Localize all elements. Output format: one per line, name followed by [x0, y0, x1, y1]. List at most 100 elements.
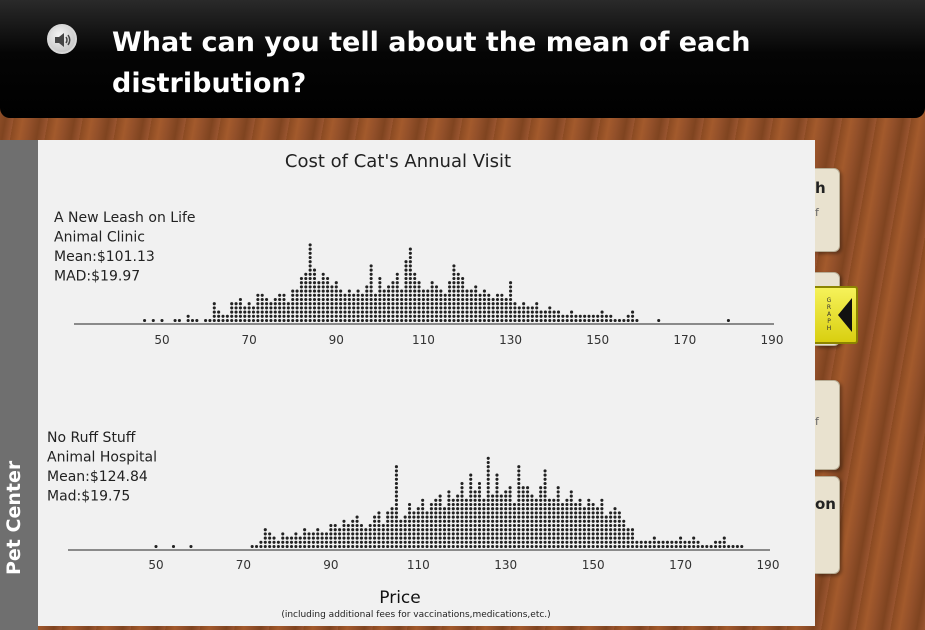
data-dot — [234, 314, 238, 318]
data-dot — [434, 511, 438, 515]
data-dot — [434, 519, 438, 523]
data-dot — [578, 502, 582, 507]
data-dot — [469, 477, 473, 481]
speaker-icon[interactable] — [47, 24, 77, 54]
data-dot — [438, 498, 442, 502]
data-dot — [487, 293, 491, 297]
data-dot — [347, 297, 351, 302]
data-dot — [517, 490, 521, 494]
data-dot — [491, 318, 495, 323]
data-dot — [626, 318, 630, 323]
data-dot — [574, 540, 578, 544]
side-tab-4[interactable]: on — [815, 476, 840, 574]
data-dot — [395, 276, 399, 281]
data-dot — [521, 515, 525, 519]
data-dot — [395, 293, 399, 297]
data-dot — [263, 528, 267, 532]
data-dot — [347, 314, 351, 318]
data-dot — [412, 523, 416, 528]
data-dot — [317, 293, 321, 297]
data-dot — [425, 523, 429, 528]
data-dot — [382, 314, 386, 318]
data-dot — [390, 523, 394, 528]
data-dot — [387, 297, 391, 302]
data-dot — [465, 302, 469, 306]
data-dot — [443, 318, 447, 323]
data-dot — [535, 306, 539, 310]
data-dot — [343, 306, 347, 310]
data-dot — [535, 314, 539, 318]
data-dot — [652, 540, 656, 544]
data-dot — [308, 318, 312, 323]
side-tab-1[interactable]: h f — [815, 168, 840, 252]
data-dot — [413, 276, 417, 281]
data-dot — [517, 502, 521, 507]
data-dot — [591, 314, 595, 318]
data-dot — [477, 532, 482, 536]
data-dot — [552, 310, 556, 314]
data-dot — [504, 507, 508, 511]
tick-label: 170 — [669, 558, 692, 572]
data-dot — [456, 507, 460, 511]
data-dot — [477, 494, 482, 498]
data-dot — [547, 515, 551, 519]
data-dot — [600, 318, 604, 323]
data-dot — [526, 511, 530, 515]
side-tab-3[interactable]: f — [815, 380, 840, 470]
data-dot — [477, 519, 482, 523]
data-dot — [456, 310, 460, 314]
data-dot — [360, 297, 364, 302]
data-dot — [316, 528, 320, 532]
data-dot — [339, 318, 343, 323]
data-dot — [273, 310, 277, 314]
data-dot — [265, 318, 269, 323]
data-dot — [560, 515, 565, 519]
data-dot — [408, 314, 412, 318]
series-stat-label: No Ruff Stuff — [47, 430, 136, 446]
data-dot — [448, 293, 452, 297]
data-dot — [382, 306, 386, 310]
data-dot — [622, 318, 626, 323]
data-dot — [587, 519, 591, 523]
data-dot — [430, 293, 434, 297]
data-dot — [412, 536, 416, 540]
data-dot — [404, 293, 408, 297]
data-dot — [604, 515, 608, 519]
data-dot — [583, 318, 587, 323]
data-dot — [394, 469, 398, 473]
data-dot — [442, 544, 447, 549]
data-dot — [425, 511, 429, 515]
data-dot — [378, 310, 382, 314]
data-dot — [413, 285, 417, 289]
data-dot — [407, 544, 412, 549]
data-dot — [390, 540, 394, 544]
data-dot — [613, 511, 617, 515]
data-dot — [582, 540, 586, 544]
data-dot — [683, 544, 687, 549]
data-dot — [582, 532, 586, 536]
data-dot — [339, 293, 343, 297]
data-dot — [278, 318, 282, 323]
data-dot — [304, 285, 308, 289]
data-dot — [338, 532, 342, 536]
data-dot — [722, 536, 726, 540]
data-dot — [294, 536, 298, 540]
data-dot — [504, 544, 508, 549]
data-dot — [434, 310, 439, 314]
data-dot — [429, 515, 433, 519]
data-dot — [394, 465, 398, 469]
data-dot — [709, 544, 713, 549]
data-dot — [434, 544, 438, 549]
data-dot — [407, 515, 412, 519]
data-dot — [447, 498, 451, 502]
data-dot — [522, 318, 526, 323]
data-dot — [416, 511, 420, 515]
data-dot — [473, 523, 477, 528]
data-dot — [298, 536, 302, 540]
data-dot — [448, 318, 452, 323]
data-dot — [539, 318, 543, 323]
data-dot — [722, 544, 726, 549]
data-dot — [421, 310, 425, 314]
data-dot — [482, 310, 486, 314]
data-dot — [303, 536, 307, 540]
